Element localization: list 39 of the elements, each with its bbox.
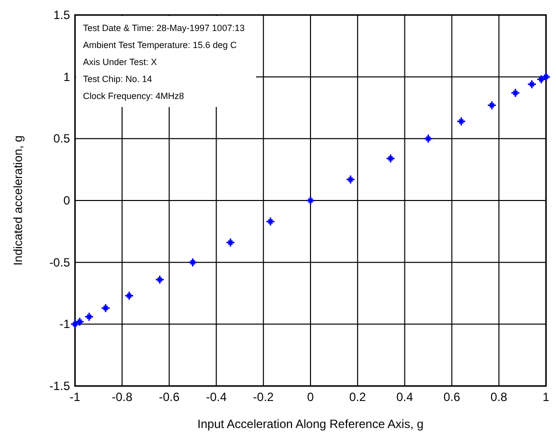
- y-tick-label: -1: [59, 317, 70, 332]
- x-tick-label: 0.8: [490, 390, 508, 404]
- point: [124, 290, 134, 300]
- y-tick-label: 0: [63, 194, 70, 208]
- y-tick-label: 0.5: [53, 132, 70, 146]
- point: [456, 116, 466, 126]
- point: [84, 312, 94, 322]
- y-tick-label: 1: [63, 70, 70, 84]
- x-tick-label: 0.2: [349, 390, 366, 404]
- y-tick-label: 1.5: [53, 8, 70, 22]
- x-tick-label: -0.4: [206, 390, 227, 404]
- point: [226, 238, 236, 248]
- x-tick-label: 0.4: [396, 390, 414, 404]
- point: [266, 216, 276, 226]
- point: [386, 154, 396, 164]
- x-tick-label: -0.6: [158, 390, 180, 404]
- x-tick-label: 0.6: [443, 390, 460, 404]
- x-tick-label: 0: [307, 390, 314, 404]
- y-tick-label: -0.5: [49, 255, 70, 270]
- annotation: Axis Under Test: X: [83, 57, 157, 67]
- point: [527, 80, 537, 90]
- point: [346, 174, 356, 184]
- point: [424, 134, 433, 144]
- point: [510, 88, 520, 98]
- annotation: Test Date & Time: 28-May-1997 1007:13: [83, 23, 245, 33]
- point: [100, 303, 110, 313]
- y-tick-label: -1.5: [49, 379, 70, 393]
- x-tick-label: -0.8: [112, 390, 133, 404]
- annotation: Test Chip: No. 14: [83, 74, 152, 84]
- point: [188, 258, 198, 268]
- x-tick-label: -0.2: [253, 390, 274, 404]
- annotation: Ambient Test Temperature: 15.6 deg C: [83, 40, 238, 50]
- annotation: Clock Frequency: 4MHz8: [83, 91, 184, 101]
- x-tick-label: 1: [542, 390, 550, 404]
- point: [487, 100, 497, 110]
- x-axis-title: Input Acceleration Along Reference Axis, g: [197, 417, 424, 431]
- point: [306, 196, 316, 206]
- point: [155, 274, 165, 284]
- y-axis-title: Indicated acceleration, g: [11, 135, 25, 266]
